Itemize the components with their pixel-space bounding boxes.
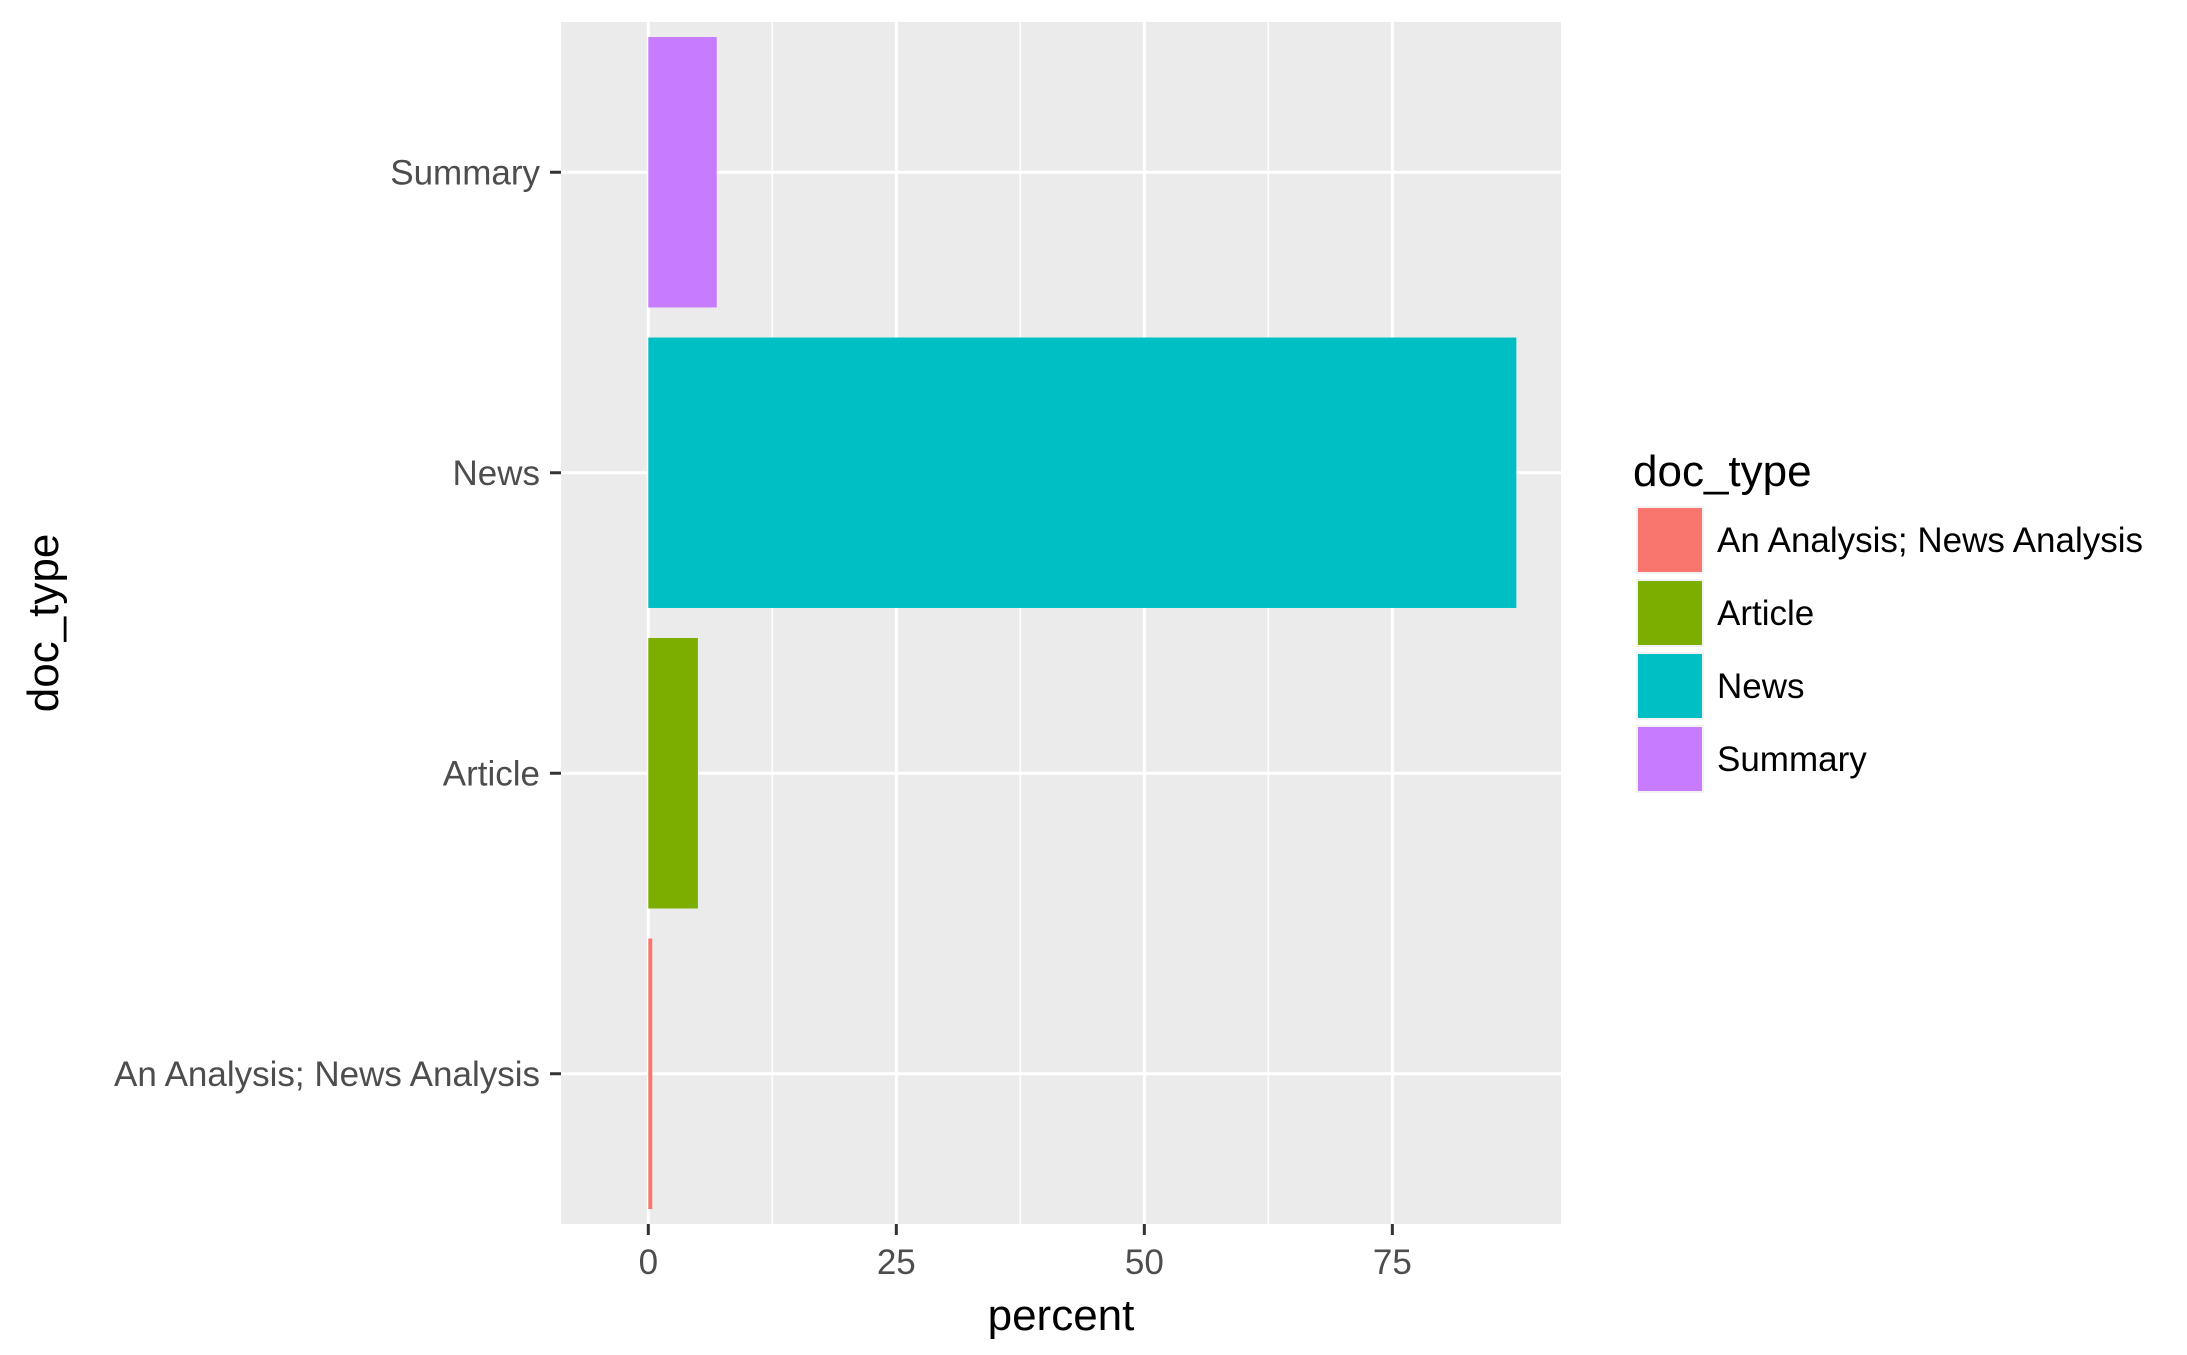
x-axis-title: percent — [988, 1291, 1135, 1340]
y-tick-label: Article — [443, 754, 540, 793]
x-tick-label: 50 — [1125, 1243, 1164, 1282]
y-axis: An Analysis; News Analysis Article News Sum… — [114, 153, 561, 1094]
legend-items: An Analysis; News Analysis Article News Sum… — [1636, 506, 2143, 793]
legend-label: News — [1717, 667, 1805, 706]
legend-swatch — [1638, 727, 1702, 791]
legend-swatch — [1638, 581, 1702, 645]
x-tick-label: 75 — [1373, 1243, 1412, 1282]
bar-an-analysis-news-analysis — [648, 938, 653, 1209]
bars — [648, 37, 1517, 1209]
legend-swatch — [1638, 654, 1702, 718]
legend-swatch — [1638, 508, 1702, 572]
x-axis: 0 25 50 75 — [639, 1224, 1412, 1282]
x-tick-label: 25 — [877, 1243, 916, 1282]
legend-label: Summary — [1717, 740, 1867, 779]
y-axis-title: doc_type — [19, 534, 68, 713]
minor-grid — [771, 22, 1270, 1224]
bar-article — [648, 638, 698, 909]
plot-panel — [561, 22, 1561, 1224]
legend: doc_type An Analysis; News Analysis Artic… — [1633, 447, 2143, 793]
bar-summary — [648, 37, 717, 308]
y-tick-label: Summary — [390, 153, 540, 192]
legend-label: Article — [1717, 594, 1814, 633]
y-tick-label: News — [452, 454, 540, 493]
legend-label: An Analysis; News Analysis — [1717, 521, 2143, 560]
y-tick-label: An Analysis; News Analysis — [114, 1055, 540, 1094]
legend-title: doc_type — [1633, 447, 1812, 496]
bar-news — [648, 337, 1517, 608]
x-tick-label: 0 — [639, 1243, 658, 1282]
